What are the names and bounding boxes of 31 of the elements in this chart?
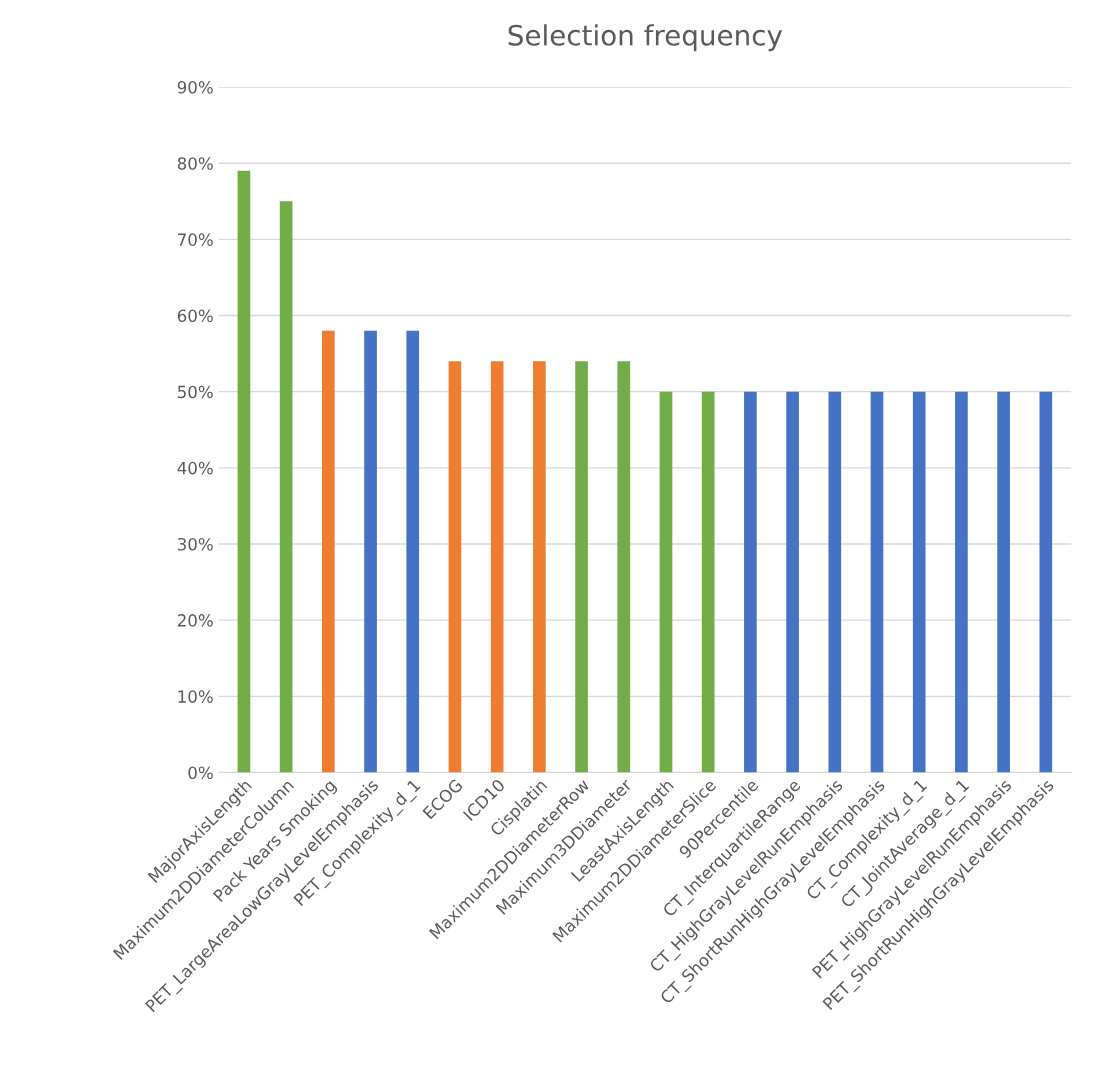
y-tick-label: 90% (177, 81, 213, 94)
y-tick-label: 70% (178, 233, 213, 246)
bar (744, 391, 757, 773)
bar (364, 330, 377, 773)
bar (406, 330, 420, 773)
y-tick-label: 10% (178, 690, 213, 703)
bar (575, 361, 588, 773)
y-tick-label: 20% (177, 614, 213, 627)
bar (237, 170, 251, 773)
bar (997, 391, 1010, 773)
y-tick-label: 50% (177, 385, 213, 399)
y-tick-label: 80% (177, 157, 213, 170)
bar (912, 391, 926, 773)
y-tick-label: 0% (188, 766, 213, 780)
y-tick-label: 60% (177, 309, 213, 323)
bar (448, 361, 462, 773)
bar (1039, 391, 1053, 773)
chart-title: Selection frequency (508, 24, 783, 52)
y-tick-label: 30% (177, 537, 213, 551)
bar (490, 361, 504, 773)
y-tick-label: 40% (177, 461, 213, 475)
bar (659, 391, 673, 773)
bar (828, 391, 842, 773)
bar (870, 391, 884, 773)
bar (279, 201, 293, 773)
bar (786, 391, 799, 773)
bar (617, 361, 631, 773)
bar (701, 391, 715, 773)
bar (322, 330, 335, 773)
bar (533, 361, 546, 773)
bar (955, 391, 968, 773)
